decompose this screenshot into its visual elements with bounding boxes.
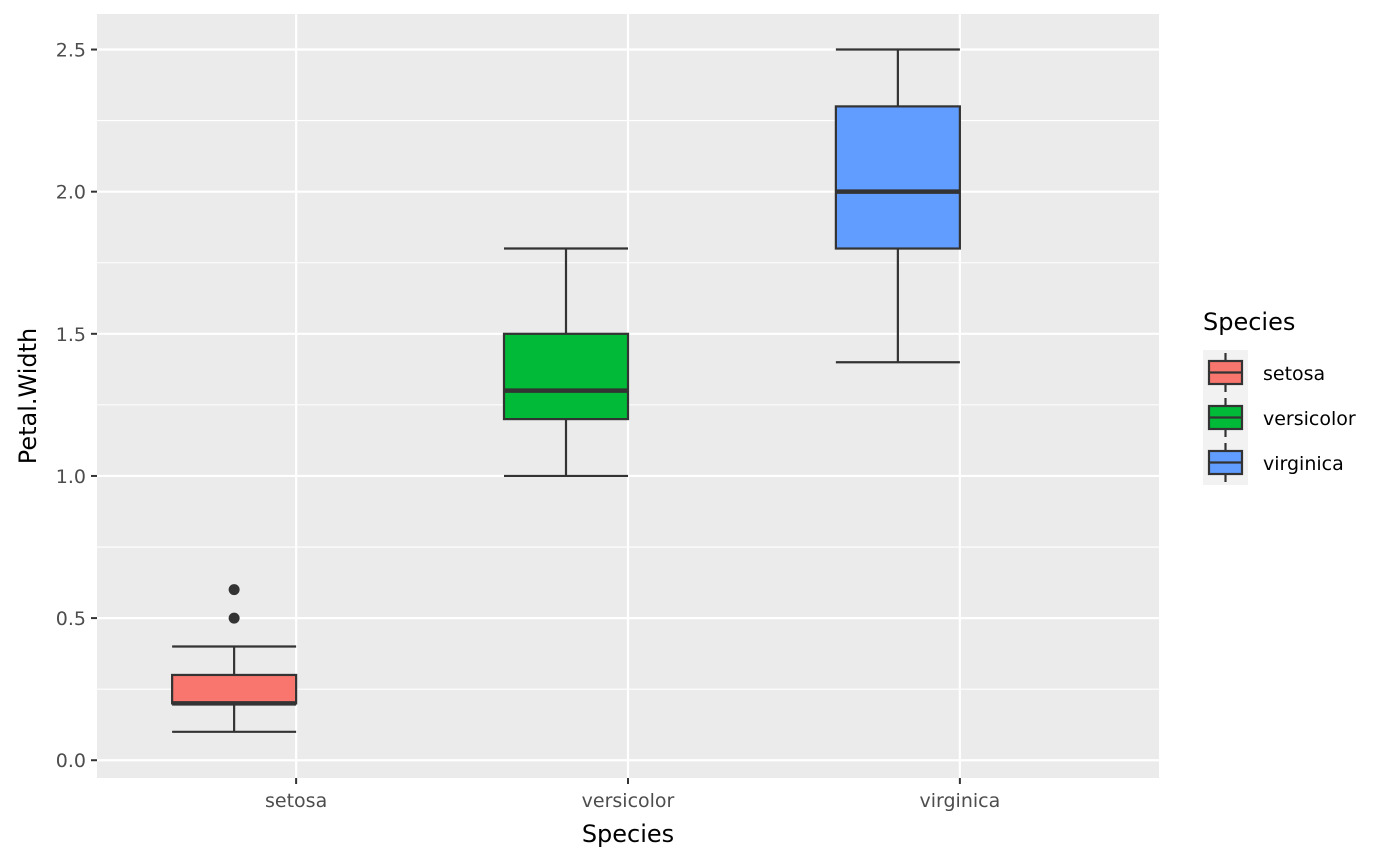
legend-item-setosa: setosa	[1203, 350, 1325, 395]
x-axis-title: Species	[582, 820, 674, 848]
grid-major	[97, 14, 1159, 778]
x-axis: setosa versicolor virginica	[265, 778, 1000, 812]
y-tick-label: 0.0	[56, 750, 86, 772]
legend: Species setosa versicolor virginica	[1203, 308, 1356, 485]
outlier-point	[228, 584, 240, 596]
legend-label: versicolor	[1263, 408, 1356, 430]
box-versicolor	[502, 247, 630, 478]
y-tick-label: 1.5	[56, 324, 86, 346]
box-iqr	[171, 673, 298, 705]
x-tick-label: setosa	[265, 790, 327, 812]
box-setosa	[171, 584, 298, 733]
legend-label: virginica	[1263, 453, 1344, 475]
y-tick-label: 2.0	[56, 182, 86, 204]
box-virginica	[834, 48, 961, 364]
box-iqr	[502, 332, 630, 421]
y-axis-title: Petal.Width	[14, 328, 42, 465]
legend-title: Species	[1203, 308, 1295, 336]
x-tick-label: versicolor	[582, 790, 675, 812]
legend-item-versicolor: versicolor	[1203, 395, 1356, 440]
outlier-point	[228, 612, 240, 624]
x-tick-label: virginica	[920, 790, 1001, 812]
y-tick-label: 1.0	[56, 466, 86, 488]
box-iqr	[834, 105, 961, 250]
y-tick-label: 2.5	[56, 40, 86, 62]
y-axis: 0.0 0.5 1.0 1.5 2.0 2.5	[56, 40, 97, 772]
boxes	[171, 48, 961, 733]
y-tick-label: 0.5	[56, 608, 86, 630]
legend-keys: setosa versicolor virginica	[1203, 350, 1356, 485]
legend-label: setosa	[1263, 363, 1325, 385]
legend-item-virginica: virginica	[1203, 440, 1344, 485]
